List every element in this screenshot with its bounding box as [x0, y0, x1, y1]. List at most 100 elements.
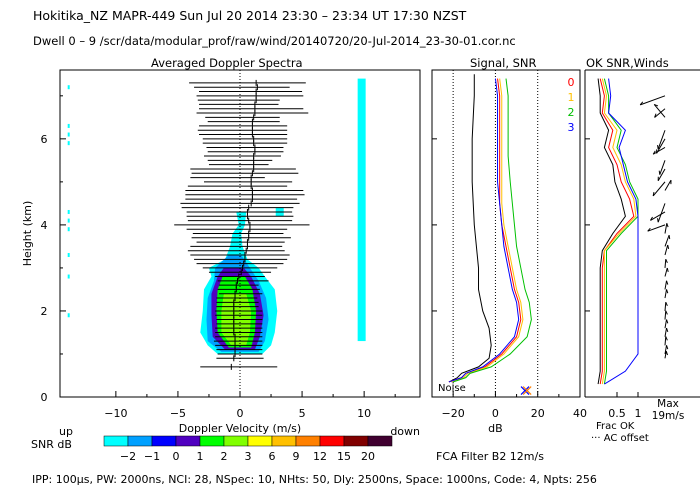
spectra-x-tick-label: 10	[357, 407, 371, 420]
spectra-y-tick-label: 0	[41, 391, 48, 404]
ok-x-tick-label: 1	[635, 407, 642, 420]
edge-mark-9	[67, 274, 70, 279]
snr-legend-swatch-5	[199, 435, 225, 447]
ok-series-frac_ok	[597, 78, 626, 385]
snr-legend-tick-label: 2	[221, 450, 228, 463]
snr-legend-tick-label: 9	[293, 450, 300, 463]
wind-vector	[664, 336, 667, 346]
wind-vector	[664, 234, 670, 247]
signal-x-tick-label: −20	[442, 407, 465, 420]
spectra-y-axis-label: Height (km)	[21, 201, 34, 267]
wind-vector-head	[666, 327, 669, 333]
wind-vector	[664, 179, 672, 191]
up-label: up	[59, 425, 73, 438]
spectra-y-tick-label: 2	[41, 305, 48, 318]
spectra-y-tick-label: 6	[41, 133, 48, 146]
wind-vector-head	[652, 150, 656, 155]
wind-vector	[664, 302, 667, 311]
wind-vector	[652, 181, 666, 197]
wind-vector	[640, 95, 666, 106]
wind-vector-head	[639, 101, 644, 106]
snr-legend-swatch-6	[223, 435, 249, 447]
noise-annotation: Noise	[438, 383, 466, 394]
ok-series-0	[599, 78, 635, 385]
wind-vector-head	[666, 223, 669, 228]
spectra-x-tick-label: −5	[170, 407, 186, 420]
wind-vector-head	[652, 191, 655, 197]
edge-mark-8	[67, 253, 70, 258]
spectra-x-tick-label: 0	[237, 407, 244, 420]
wind-vector-head	[654, 113, 657, 118]
snr-legend-tick-label: 20	[361, 450, 375, 463]
signal-series-2	[452, 78, 532, 383]
edge-mark-6	[67, 218, 70, 223]
wind-vector	[664, 319, 668, 329]
wind-vector	[653, 104, 666, 118]
snr-legend-swatch-3	[151, 435, 177, 447]
snr-legend-swatch-4	[175, 435, 201, 447]
snr-legend-swatch-12	[367, 435, 393, 447]
noise-marker-1	[520, 386, 530, 395]
spectra-title: Averaged Doppler Spectra	[151, 56, 303, 70]
wind-vector	[647, 224, 666, 232]
snr-legend-swatch-11	[343, 435, 369, 447]
spectra-x-tick-label: −10	[104, 407, 127, 420]
edge-mark-2	[67, 123, 70, 128]
noise-marker-2	[522, 386, 532, 395]
wind-vector-head	[654, 103, 659, 107]
max-label: Max	[657, 398, 679, 410]
frac-ok-label: Frac OK	[596, 421, 635, 432]
snr-legend-swatch-9	[295, 435, 321, 447]
wind-vector	[652, 147, 666, 155]
signal-x-tick-label: 0	[492, 407, 499, 420]
wind-vector	[654, 108, 666, 118]
wind-vector	[657, 130, 666, 150]
wind-vector	[657, 168, 666, 181]
wind-vector-head	[666, 319, 669, 324]
snr-legend-tick-label: 1	[197, 450, 204, 463]
snr-legend-swatch-1	[103, 435, 129, 447]
signal-series-3	[448, 78, 520, 383]
snr-legend-swatch-7	[247, 435, 273, 447]
wind-vector	[664, 310, 667, 320]
wind-vector-head	[667, 244, 670, 249]
edge-mark-4	[67, 141, 70, 146]
wind-vector-head	[665, 351, 669, 356]
wind-vector-head	[657, 218, 659, 223]
wind-vector	[664, 351, 667, 359]
ok-series-3	[604, 78, 639, 385]
wind-vector-head	[665, 301, 668, 307]
wind-vector	[657, 203, 666, 223]
ok-series-1	[601, 78, 637, 385]
wind-vector-head	[666, 280, 669, 285]
filter-label: FCA Filter B2 12m/s	[436, 450, 544, 463]
header-line1: Hokitika_NZ MAPR-449 Sun Jul 20 2014 23:…	[33, 8, 467, 23]
signal-series-signal	[448, 74, 492, 383]
noise-stripe-1	[357, 78, 366, 342]
wind-vector-head	[665, 336, 668, 341]
signal-title: Signal, SNR	[470, 56, 537, 70]
ok-legend-2: 2	[568, 106, 575, 119]
wind-vector-head	[666, 345, 669, 350]
wind-vector	[664, 289, 668, 299]
snr-legend-tick-label: 3	[245, 450, 252, 463]
spectra-y-tick-label: 4	[41, 219, 48, 232]
signal-x-tick-label: 40	[573, 407, 587, 420]
signal-series-1	[450, 78, 524, 383]
parameters-line: IPP: 100μs, PW: 2000ns, NCI: 28, NSpec: …	[32, 473, 597, 486]
wind-vector	[650, 211, 666, 221]
ok-series-2	[603, 78, 639, 385]
spectra-x-axis-label: Doppler Velocity (m/s)	[179, 422, 301, 435]
header-line2: Dwell 0 – 9 /scr/data/modular_prof/raw/w…	[33, 34, 516, 48]
wind-vector	[659, 160, 666, 175]
signal-x-axis-label: dB	[488, 422, 503, 435]
ok-legend-0: 0	[568, 76, 575, 89]
signal-series-0	[448, 78, 522, 383]
wind-vector	[664, 259, 667, 268]
wind-vector-head	[665, 310, 668, 315]
wind-vector	[664, 280, 668, 290]
edge-mark-10	[67, 313, 70, 318]
ac-offset-label: ··· AC offset	[591, 433, 649, 444]
